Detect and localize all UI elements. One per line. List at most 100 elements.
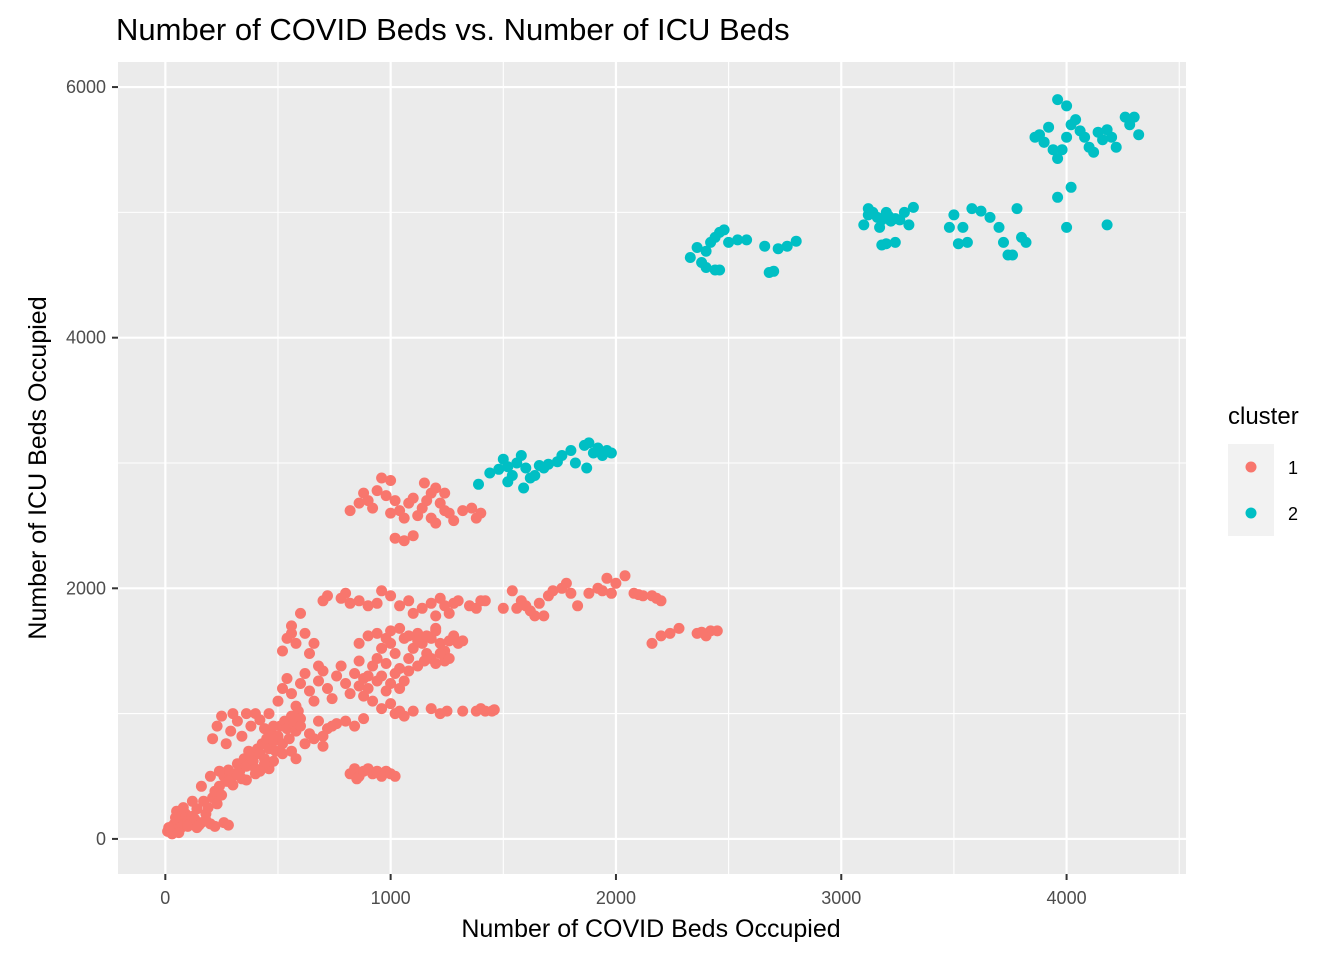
data-point-cluster-1 (407, 492, 419, 504)
data-point-cluster-1 (583, 587, 595, 599)
data-point-cluster-1 (277, 683, 288, 694)
data-point-cluster-1 (475, 507, 487, 519)
data-point-cluster-1 (385, 475, 397, 486)
data-point-cluster-1 (385, 507, 397, 519)
data-point-cluster-1 (353, 637, 365, 649)
data-point-cluster-2 (952, 238, 964, 250)
data-point-cluster-1 (389, 708, 401, 720)
data-point-cluster-1 (362, 600, 374, 612)
data-point-cluster-1 (398, 512, 410, 524)
data-point-cluster-1 (335, 660, 347, 672)
data-point-cluster-1 (322, 683, 333, 694)
x-tick-label: 4000 (1047, 888, 1087, 908)
data-point-cluster-1 (216, 789, 228, 801)
data-point-cluster-2 (581, 462, 593, 474)
chart-title: Number of COVID Beds vs. Number of ICU B… (116, 12, 790, 47)
data-point-cluster-1 (304, 648, 315, 659)
data-point-cluster-1 (488, 704, 500, 716)
data-point-cluster-2 (605, 447, 617, 459)
data-point-cluster-1 (170, 812, 181, 824)
data-point-cluster-1 (202, 802, 214, 814)
data-point-cluster-1 (439, 487, 451, 499)
data-point-cluster-1 (308, 637, 320, 649)
data-point-cluster-2 (741, 234, 753, 246)
data-point-cluster-1 (272, 695, 284, 707)
data-point-cluster-1 (466, 502, 478, 514)
data-point-cluster-2 (898, 206, 910, 218)
data-point-cluster-2 (1110, 141, 1122, 153)
data-point-cluster-2 (880, 238, 892, 250)
data-point-cluster-2 (781, 240, 793, 252)
data-point-cluster-1 (331, 670, 343, 682)
data-point-cluster-2 (1043, 121, 1055, 133)
data-point-cluster-2 (1052, 191, 1064, 203)
data-point-cluster-1 (457, 635, 469, 647)
legend-label-2: 2 (1288, 504, 1298, 524)
data-point-cluster-2 (502, 461, 514, 473)
data-point-cluster-2 (1020, 236, 1032, 248)
legend-label-1: 1 (1288, 458, 1298, 478)
data-point-cluster-2 (556, 450, 568, 461)
y-tick-label: 0 (96, 829, 106, 849)
data-point-cluster-2 (1097, 134, 1109, 146)
data-point-cluster-1 (389, 668, 401, 679)
data-point-cluster-2 (1007, 249, 1018, 261)
data-point-cluster-1 (344, 688, 356, 700)
data-point-cluster-1 (191, 822, 203, 834)
data-point-cluster-1 (407, 607, 419, 619)
legend-key-background (1228, 444, 1274, 536)
data-point-cluster-1 (633, 589, 644, 601)
data-point-cluster-2 (732, 234, 744, 246)
y-tick-label: 2000 (66, 578, 106, 598)
legend-title: cluster (1228, 403, 1299, 430)
data-point-cluster-1 (398, 535, 410, 547)
data-point-cluster-1 (538, 610, 550, 622)
data-point-cluster-1 (240, 708, 252, 720)
data-point-cluster-1 (418, 655, 430, 667)
data-point-cluster-1 (295, 607, 306, 619)
data-point-cluster-1 (376, 472, 388, 484)
data-point-cluster-1 (371, 485, 383, 497)
data-point-cluster-1 (430, 610, 442, 622)
y-tick-label: 4000 (66, 328, 106, 348)
data-point-cluster-1 (560, 577, 572, 589)
data-point-cluster-1 (511, 602, 523, 614)
data-point-cluster-1 (277, 748, 288, 760)
x-tick-label: 0 (160, 888, 170, 908)
data-point-cluster-1 (308, 695, 320, 707)
data-point-cluster-1 (362, 670, 374, 682)
data-point-cluster-2 (484, 467, 496, 479)
data-point-cluster-1 (317, 740, 329, 752)
data-point-cluster-1 (367, 502, 379, 514)
data-point-cluster-1 (358, 690, 370, 702)
data-point-cluster-1 (299, 668, 311, 679)
data-point-cluster-1 (605, 587, 617, 599)
data-point-cluster-2 (529, 470, 541, 481)
data-point-cluster-2 (1088, 146, 1100, 158)
data-point-cluster-1 (434, 648, 446, 659)
data-point-cluster-2 (691, 242, 703, 253)
data-point-cluster-1 (207, 733, 219, 745)
data-point-cluster-1 (317, 730, 329, 742)
data-point-cluster-2 (975, 205, 987, 217)
data-point-cluster-1 (403, 595, 415, 607)
data-point-cluster-1 (326, 720, 338, 732)
data-point-cluster-1 (299, 738, 311, 750)
data-point-cluster-2 (520, 462, 532, 474)
data-point-cluster-2 (1038, 136, 1050, 148)
data-point-cluster-1 (619, 570, 631, 582)
data-point-cluster-1 (281, 673, 293, 684)
data-point-cluster-2 (907, 201, 919, 213)
data-point-cluster-1 (711, 625, 723, 637)
data-point-cluster-2 (718, 224, 730, 236)
data-point-cluster-1 (376, 642, 388, 654)
data-point-cluster-1 (213, 765, 225, 777)
data-point-cluster-2 (723, 236, 735, 248)
data-point-cluster-2 (862, 203, 874, 215)
data-point-cluster-1 (407, 705, 419, 717)
data-point-cluster-2 (1047, 144, 1059, 156)
data-point-cluster-2 (903, 219, 915, 231)
data-point-cluster-1 (610, 577, 622, 589)
data-point-cluster-2 (1061, 131, 1073, 143)
data-point-cluster-1 (358, 713, 370, 725)
